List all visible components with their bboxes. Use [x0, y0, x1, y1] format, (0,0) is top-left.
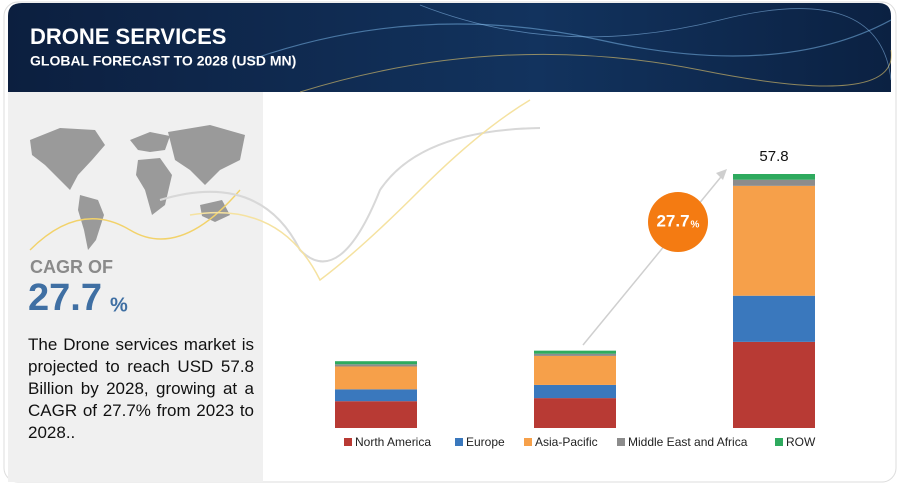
header-streak	[299, 49, 892, 93]
legend-label: North America	[355, 435, 431, 449]
bar-segment	[733, 179, 815, 186]
cagr-label: CAGR OF	[30, 257, 113, 277]
legend-swatch	[617, 438, 625, 446]
world-map	[30, 125, 245, 250]
legend-swatch	[775, 438, 783, 446]
header-bg	[8, 3, 891, 92]
legend-label: Europe	[466, 435, 505, 449]
swoosh	[29, 189, 241, 251]
bar-segment	[534, 353, 616, 356]
growth-arrow	[582, 171, 726, 346]
bar-segment	[335, 366, 417, 390]
summary-text: The Drone services market is projected t…	[28, 335, 254, 442]
cagr-unit: %	[110, 294, 128, 316]
swoosh	[189, 99, 531, 282]
legend-label: Asia-Pacific	[535, 435, 598, 449]
bar-segment	[534, 355, 616, 385]
legend-swatch	[524, 438, 532, 446]
swoosh	[159, 127, 541, 263]
arrow-head	[716, 169, 727, 180]
bar-segment	[733, 341, 815, 428]
growth-bubble	[648, 192, 708, 252]
legend-swatch	[344, 438, 352, 446]
bar-segment	[335, 361, 417, 365]
legend-label: ROW	[786, 435, 816, 449]
bar-segment	[733, 174, 815, 180]
bar-segment	[534, 350, 616, 354]
bar-segment	[733, 185, 815, 296]
header-streak	[419, 4, 892, 81]
bar-segment	[335, 389, 417, 402]
cagr-number: 27.7	[28, 277, 102, 319]
total-label: 57.8	[759, 148, 788, 165]
bar-segment	[534, 384, 616, 399]
bubble-unit: %	[691, 220, 700, 231]
bar-segment	[335, 364, 417, 367]
bar-segment	[335, 401, 417, 428]
legend-swatch	[455, 438, 463, 446]
bar-segment	[733, 295, 815, 342]
header-streak	[249, 19, 892, 61]
bar-segment	[534, 398, 616, 428]
title: DRONE SERVICES	[30, 24, 226, 49]
subtitle: GLOBAL FORECAST TO 2028 (USD MN)	[30, 53, 296, 69]
bubble-number: 27.7	[656, 211, 689, 230]
legend-label: Middle East and Africa	[628, 435, 748, 449]
